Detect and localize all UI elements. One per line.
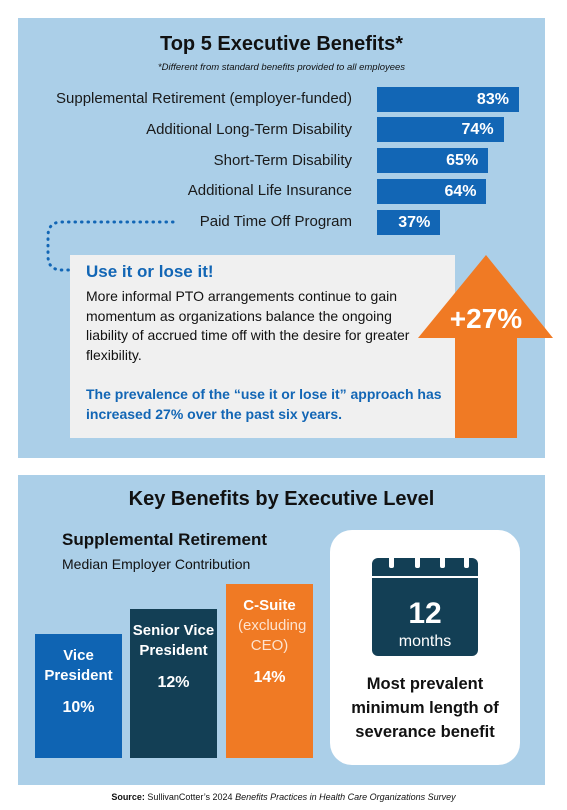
category-note: (excluding CEO) <box>238 617 307 655</box>
y-tick-label: Short-Term Disability <box>213 151 352 169</box>
value-label: 64% <box>444 182 477 200</box>
x-tick-label: Vice President <box>44 647 113 684</box>
severance-number: 12 <box>408 597 442 630</box>
x-tick-label: C-Suite <box>243 597 296 615</box>
decor <box>46 220 175 272</box>
bar <box>377 148 489 174</box>
bar <box>377 117 504 143</box>
value-label: 65% <box>446 152 479 170</box>
bar: Senior Vice President 12% <box>130 609 217 758</box>
y-tick-label: Supplemental Retirement (employer-funded… <box>56 90 352 107</box>
callout-title: Use it or lose it! <box>86 262 214 281</box>
value-label: 14% <box>253 669 286 687</box>
calendar-icon <box>372 552 478 656</box>
arrow <box>418 255 553 438</box>
bar: Vice President 10% <box>35 634 122 758</box>
chart-title: Top 5 Executive Benefits* <box>159 33 404 55</box>
value-label: 10% <box>62 699 95 716</box>
badge: +27% <box>449 303 523 334</box>
value-label: 74% <box>461 121 494 139</box>
chart-subtitle: *Different from standard benefits provid… <box>157 62 406 73</box>
y-tick-label: Additional Long-Term Disability <box>146 120 352 138</box>
source-label: Source: <box>111 792 145 802</box>
connector <box>46 220 175 272</box>
chart-title: Supplemental Retirement <box>62 530 267 549</box>
callout-box <box>70 255 455 438</box>
value-label: 83% <box>476 90 509 108</box>
source-title: Benefits Practices in Health Care Organi… <box>235 792 456 802</box>
severance-unit: months <box>398 633 452 650</box>
callout-body: More informal PTO arrangements continue … <box>86 288 410 363</box>
bar <box>377 178 487 204</box>
x-tick-label: Senior Vice President <box>132 622 215 660</box>
chart-subtitle: Median Employer Contribution <box>62 556 251 572</box>
bar <box>377 86 519 112</box>
y-tick-label: Additional Life Insurance <box>187 182 352 200</box>
severance-caption: Most prevalent minimum length of severan… <box>351 675 499 741</box>
callout-highlight: The prevalence of the “use it or lose it… <box>86 386 442 422</box>
up-arrow <box>418 255 553 438</box>
value-label: 12% <box>157 674 190 692</box>
bar <box>377 209 441 235</box>
bar: C-Suite (excluding CEO) 14% <box>226 584 313 758</box>
value-label: 37% <box>398 213 431 231</box>
section-title: Key Benefits by Executive Level <box>128 488 435 510</box>
source: Source: SullivanCotter’s 2024 Benefits P… <box>0 792 567 802</box>
source-text: SullivanCotter’s 2024 <box>144 792 236 802</box>
y-tick-label: Paid Time Off Program <box>199 213 352 231</box>
